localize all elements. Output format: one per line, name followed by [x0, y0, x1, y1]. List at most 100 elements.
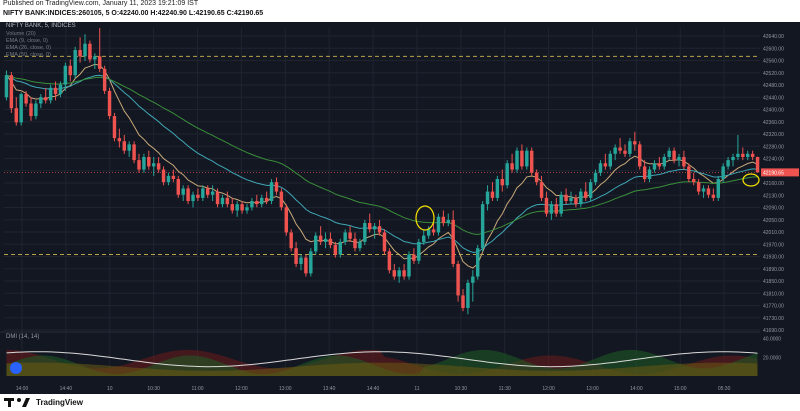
price-axis-tick: 42400.00	[763, 108, 784, 114]
candle-body	[534, 172, 539, 183]
candle-body	[441, 216, 446, 224]
dmi-indicator-icon	[10, 362, 22, 374]
candle-body	[4, 75, 9, 98]
candle-body	[721, 166, 725, 179]
price-axis-tick: 42320.00	[763, 132, 784, 138]
ema-9-line	[6, 63, 758, 269]
candle-body	[156, 163, 161, 170]
price-axis-tick: 41770.00	[763, 304, 784, 310]
candle-body	[358, 241, 362, 249]
candle-body	[652, 163, 657, 170]
candle-body	[264, 197, 269, 202]
candle-body	[716, 179, 720, 198]
candle-body	[736, 153, 740, 157]
candle-body	[711, 194, 716, 198]
candle-body	[323, 238, 328, 242]
dmi-title: DMI (14, 14)	[6, 334, 39, 340]
candle-body	[530, 150, 534, 173]
price-axis-tick: 42640.00	[763, 34, 784, 40]
time-axis-tick: 12:00	[235, 386, 248, 392]
brand-name: TradingView	[36, 398, 83, 407]
price-axis-tick: 41730.00	[763, 316, 784, 322]
candle-body	[510, 163, 514, 170]
time-axis-tick: 10:30	[455, 386, 468, 392]
candle-body	[68, 65, 72, 76]
candle-body	[456, 263, 460, 296]
time-axis-tick: 13:40	[323, 386, 336, 392]
price-axis-tick: 42010.00	[763, 230, 784, 236]
candle-body	[574, 197, 578, 205]
candle-body	[480, 204, 485, 249]
candle-body	[107, 90, 112, 117]
candle-body	[746, 153, 750, 157]
candle-body	[667, 150, 671, 157]
price-axis-tick: 41690.00	[763, 328, 784, 334]
candle-body	[539, 182, 544, 198]
highlight-ellipse	[742, 173, 760, 187]
candle-body	[117, 138, 122, 142]
candle-body	[348, 232, 352, 239]
candle-body	[554, 204, 558, 214]
candle-body	[392, 270, 396, 277]
time-axis-tick: 14:00	[16, 386, 29, 392]
time-axis-tick: 12:00	[542, 386, 555, 392]
candle-body	[682, 156, 686, 167]
candle-body	[677, 156, 681, 161]
candle-body	[726, 160, 730, 167]
price-axis-tick: 41850.00	[763, 279, 784, 285]
price-axis-tick: 42560.00	[763, 59, 784, 65]
candle-body	[260, 197, 264, 205]
price-axis-tick: 42520.00	[763, 71, 784, 77]
candle-body	[284, 207, 288, 233]
candle-body	[706, 188, 711, 195]
candle-body	[274, 182, 279, 192]
price-axis-tick: 42130.00	[763, 193, 784, 199]
candle-body	[608, 153, 612, 167]
candle-body	[485, 191, 490, 205]
candle-body	[122, 141, 126, 151]
axes: 42640.00 42600.00 42560.00 42520.00 42480.00…	[16, 22, 800, 394]
candle-body	[495, 179, 500, 198]
candle-body	[593, 172, 598, 183]
dmi-panel: DMI (14, 14)	[0, 331, 800, 376]
tradingview-logo-icon	[4, 398, 30, 407]
candle-body	[93, 56, 97, 60]
candle-body	[309, 251, 313, 274]
candle-body	[294, 248, 298, 264]
dmi-axis-tick: 20.0000	[763, 355, 781, 361]
candle-body	[225, 197, 230, 205]
candle-body	[377, 226, 382, 233]
price-axis-tick: 42600.00	[763, 46, 784, 52]
candle-body	[741, 153, 745, 157]
candles	[4, 28, 760, 315]
candle-body	[318, 235, 323, 242]
candle-body	[544, 197, 549, 214]
candle-body	[696, 182, 701, 192]
time-axis-tick: 14:00	[630, 386, 643, 392]
candle-body	[142, 156, 146, 170]
candle-body	[382, 232, 387, 252]
candle-body	[628, 141, 632, 154]
candle-body	[171, 175, 176, 179]
candle-body	[181, 188, 185, 195]
price-axis-tick: 42280.00	[763, 144, 784, 150]
last-price-label: 42190.65	[763, 170, 784, 176]
candle-body	[618, 147, 622, 151]
candle-body	[299, 257, 303, 264]
candle-body	[701, 188, 706, 192]
candle-body	[255, 201, 259, 205]
candle-body	[372, 226, 377, 230]
candle-body	[407, 254, 411, 277]
price-axis-tick: 42160.00	[763, 181, 784, 187]
candle-body	[333, 245, 338, 255]
candle-body	[206, 188, 210, 195]
dmi-axis-tick: 40.0000	[763, 337, 781, 343]
candle-body	[431, 229, 436, 233]
price-chart[interactable]: DMI (14, 14) 42640.00 42600.00 42560.00 425…	[0, 22, 800, 394]
time-axis-tick: 13:00	[279, 386, 292, 392]
candle-body	[505, 163, 509, 186]
price-axis-tick: 42360.00	[763, 120, 784, 126]
price-axis-tick: 42440.00	[763, 95, 784, 101]
time-axis-tick: 05:30	[718, 386, 731, 392]
candle-body	[387, 251, 392, 271]
